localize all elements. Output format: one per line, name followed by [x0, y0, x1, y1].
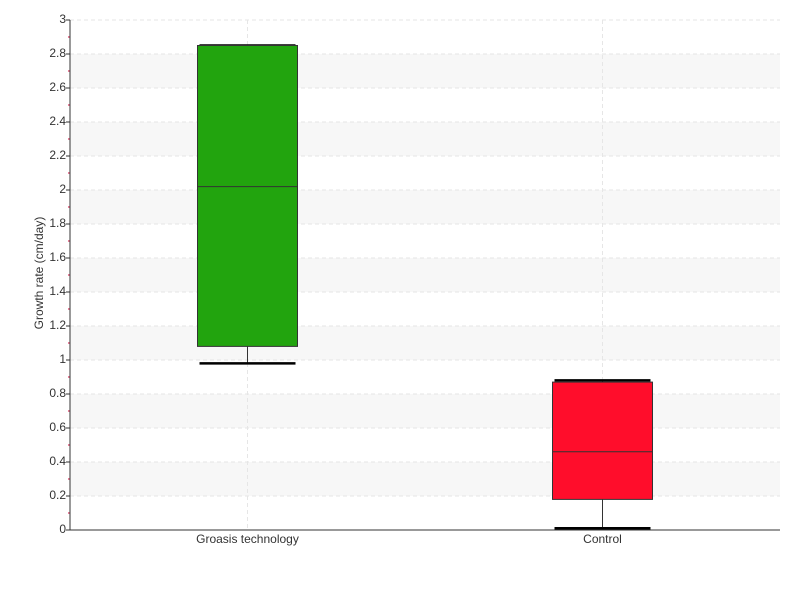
- y-tick-label: 2.4: [49, 114, 66, 128]
- y-tick-label: 1.2: [49, 318, 66, 332]
- grid-band: [70, 258, 780, 292]
- y-tick-label: 0: [59, 522, 66, 536]
- grid-band: [70, 190, 780, 224]
- y-tick-label: 1.8: [49, 216, 66, 230]
- y-tick-label: 0.8: [49, 386, 66, 400]
- grid-band: [70, 54, 780, 88]
- y-tick-label: 0.6: [49, 420, 66, 434]
- y-tick-label: 2.6: [49, 80, 66, 94]
- grid-band: [70, 122, 780, 156]
- y-tick-label: 1.6: [49, 250, 66, 264]
- y-tick-label: 3: [59, 12, 66, 26]
- y-tick-label: 2.8: [49, 46, 66, 60]
- y-tick-label: 2: [59, 182, 66, 196]
- y-tick-label: 1.4: [49, 284, 66, 298]
- grid-band: [70, 326, 780, 360]
- x-tick-label: Control: [583, 532, 622, 546]
- x-tick-label: Groasis technology: [196, 532, 299, 546]
- y-tick-label: 0.4: [49, 454, 66, 468]
- y-tick-label: 2.2: [49, 148, 66, 162]
- y-tick-label: 1: [59, 352, 66, 366]
- y-axis-label: Growth rate (cm/day): [32, 217, 46, 330]
- y-tick-label: 0.2: [49, 488, 66, 502]
- box: [197, 45, 298, 347]
- grid-band: [70, 462, 780, 496]
- grid-band: [70, 394, 780, 428]
- box: [552, 381, 653, 500]
